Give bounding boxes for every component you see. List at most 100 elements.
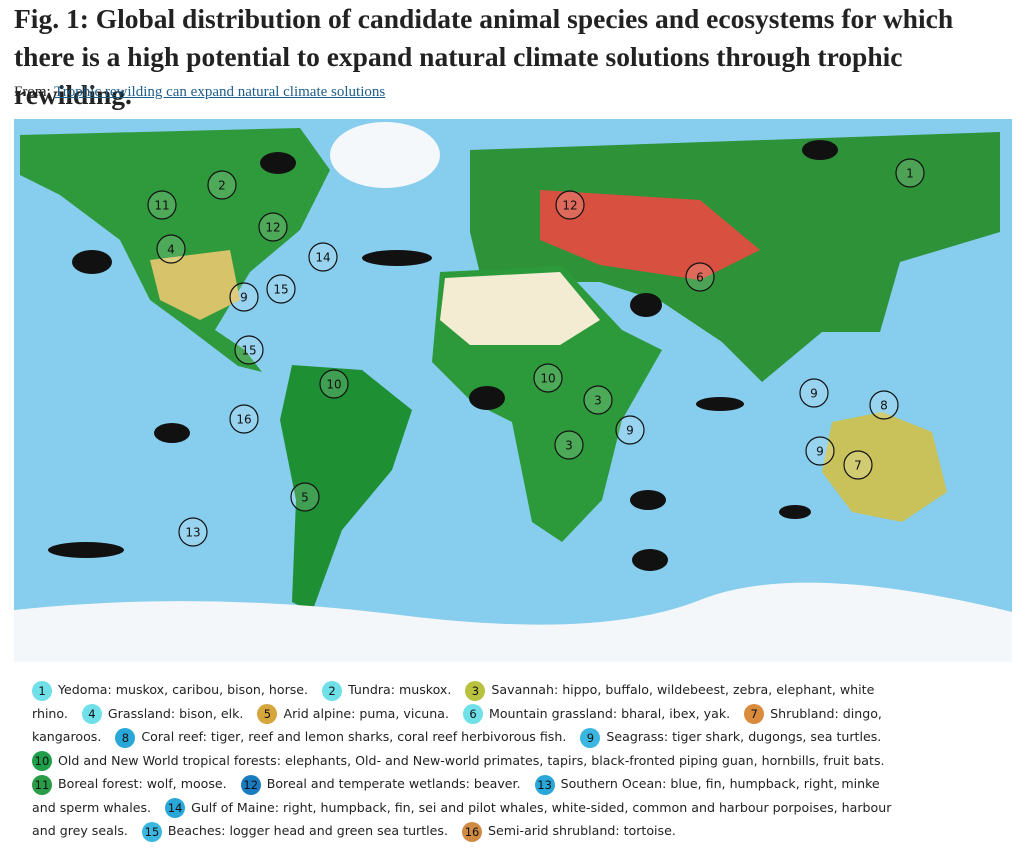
legend-item: 5 Arid alpine: puma, vicuna. — [257, 704, 449, 724]
north-america-grassland — [150, 250, 240, 320]
legend-item: 6 Mountain grassland: bharal, ibex, yak. — [462, 704, 730, 724]
legend-item: 8 Coral reef: tiger, reef and lemon shark… — [115, 727, 567, 748]
marker-circle — [290, 482, 320, 512]
legend-badge: 8 — [115, 727, 136, 748]
legend-item: 2 Tundra: muskox. — [322, 680, 451, 701]
legend-badge: 6 — [462, 704, 483, 724]
marker-number: 12 — [562, 199, 577, 213]
marker-circle — [533, 363, 563, 393]
legend-text: Southern Ocean: blue, fin, humpback, rig… — [32, 776, 880, 815]
marker-circle — [555, 190, 585, 220]
marker-circle — [207, 170, 237, 200]
legend-item: 1 Yedoma: muskox, caribou, bison, horse. — [32, 680, 309, 701]
sahara — [440, 272, 600, 345]
animal-silhouette — [632, 549, 668, 571]
legend-badge: 3 — [465, 680, 486, 701]
marker-number: 9 — [240, 291, 248, 305]
marker-circle — [147, 190, 177, 220]
legend-badge: 2 — [322, 680, 343, 701]
legend-badge: 15 — [141, 821, 162, 842]
marker-circle — [229, 282, 259, 312]
legend-text: Semi-arid shrubland: tortoise. — [488, 823, 676, 838]
greenland — [330, 122, 440, 188]
legend-item: 9 Seagrass: tiger shark, dugongs, sea tur… — [580, 727, 882, 748]
legend-item: 15 Beaches: logger head and green sea tur… — [141, 821, 448, 842]
legend-text: Gulf of Maine: right, humpback, fin, sei… — [32, 799, 892, 839]
animal-silhouette — [48, 542, 124, 558]
legend-badge: 12 — [240, 774, 261, 795]
marker-circle — [843, 450, 873, 480]
animal-silhouette — [154, 423, 190, 443]
marker-number: 2 — [218, 179, 226, 193]
marker-circle — [258, 212, 288, 242]
marker-number: 10 — [326, 378, 341, 392]
animal-silhouette — [362, 250, 432, 266]
legend-badge: 9 — [580, 727, 601, 748]
marker-number: 9 — [816, 445, 824, 459]
legend-text: Seagrass: tiger shark, dugongs, sea turt… — [606, 729, 882, 744]
marker-number: 4 — [167, 243, 175, 257]
from-label: From: — [14, 84, 51, 100]
marker-circle — [308, 242, 338, 272]
legend-text: Old and New World tropical forests: elep… — [58, 752, 885, 768]
marker-number: 16 — [236, 413, 251, 427]
legend-item: 11 Boreal forest: wolf, moose. — [32, 774, 227, 795]
legend-text: Beaches: logger head and green sea turtl… — [167, 823, 448, 838]
marker-circle — [234, 335, 264, 365]
marker-number: 12 — [265, 221, 280, 235]
marker-number: 6 — [696, 271, 704, 285]
legend-text: Boreal forest: wolf, moose. — [58, 776, 227, 791]
marker-number: 9 — [810, 387, 818, 401]
legend-item: 14 Gulf of Maine: right, humpback, fin, s… — [32, 798, 892, 839]
legend-text: Savannah: hippo, buffalo, wildebeest, ze… — [32, 682, 875, 721]
legend-badge: 10 — [32, 751, 52, 771]
legend-text: Yedoma: muskox, caribou, bison, horse. — [58, 682, 309, 697]
animal-silhouette — [72, 250, 112, 274]
legend: 1 Yedoma: muskox, caribou, bison, horse. … — [32, 678, 902, 843]
source-line: From: Trophic rewilding can expand natur… — [14, 84, 385, 101]
marker-number: 8 — [880, 399, 888, 413]
marker-circle — [554, 430, 584, 460]
legend-badge: 7 — [744, 704, 765, 724]
legend-text: Boreal and temperate wetlands: beaver. — [266, 776, 521, 791]
marker-circle — [799, 378, 829, 408]
legend-item: 16 Semi-arid shrubland: tortoise. — [462, 821, 676, 842]
marker-number: 15 — [241, 344, 256, 358]
australia — [822, 412, 947, 522]
animal-silhouette — [630, 490, 666, 510]
marker-number: 3 — [594, 394, 602, 408]
figure-title: Fig. 1: Global distribution of candidate… — [14, 3, 954, 110]
legend-badge: 11 — [32, 774, 52, 795]
legend-text: Coral reef: tiger, reef and lemon sharks… — [141, 729, 567, 744]
animal-silhouette — [802, 140, 838, 160]
marker-circle — [266, 274, 296, 304]
animal-silhouette — [469, 386, 505, 410]
animal-silhouettes — [48, 140, 838, 571]
legend-text: Shrubland: dingo, kangaroos. — [32, 705, 882, 745]
legend-item: 7 Shrubland: dingo, kangaroos. — [32, 704, 882, 745]
legend-badge: 1 — [32, 680, 52, 701]
south-america — [280, 365, 412, 612]
marker-circle — [869, 390, 899, 420]
antarctica — [14, 582, 1012, 662]
marker-circle — [805, 436, 835, 466]
legend-item: 13 Southern Ocean: blue, fin, humpback, r… — [32, 774, 880, 815]
legend-item: 10 Old and New World tropical forests: el… — [32, 751, 885, 771]
marker-circle — [615, 415, 645, 445]
animal-silhouette — [696, 397, 744, 411]
marker-number: 14 — [315, 251, 330, 265]
marker-number: 10 — [540, 372, 555, 386]
eurasia-cropland — [540, 190, 760, 280]
legend-item: 12 Boreal and temperate wetlands: beaver. — [240, 774, 521, 795]
marker-circle — [895, 158, 925, 188]
marker-number: 1 — [906, 167, 914, 181]
north-america — [20, 128, 330, 372]
legend-text: Grassland: bison, elk. — [107, 705, 244, 721]
marker-circle — [229, 404, 259, 434]
marker-number: 15 — [273, 283, 288, 297]
marker-number: 7 — [854, 459, 862, 473]
article-link[interactable]: Trophic rewilding can expand natural cli… — [54, 84, 386, 100]
